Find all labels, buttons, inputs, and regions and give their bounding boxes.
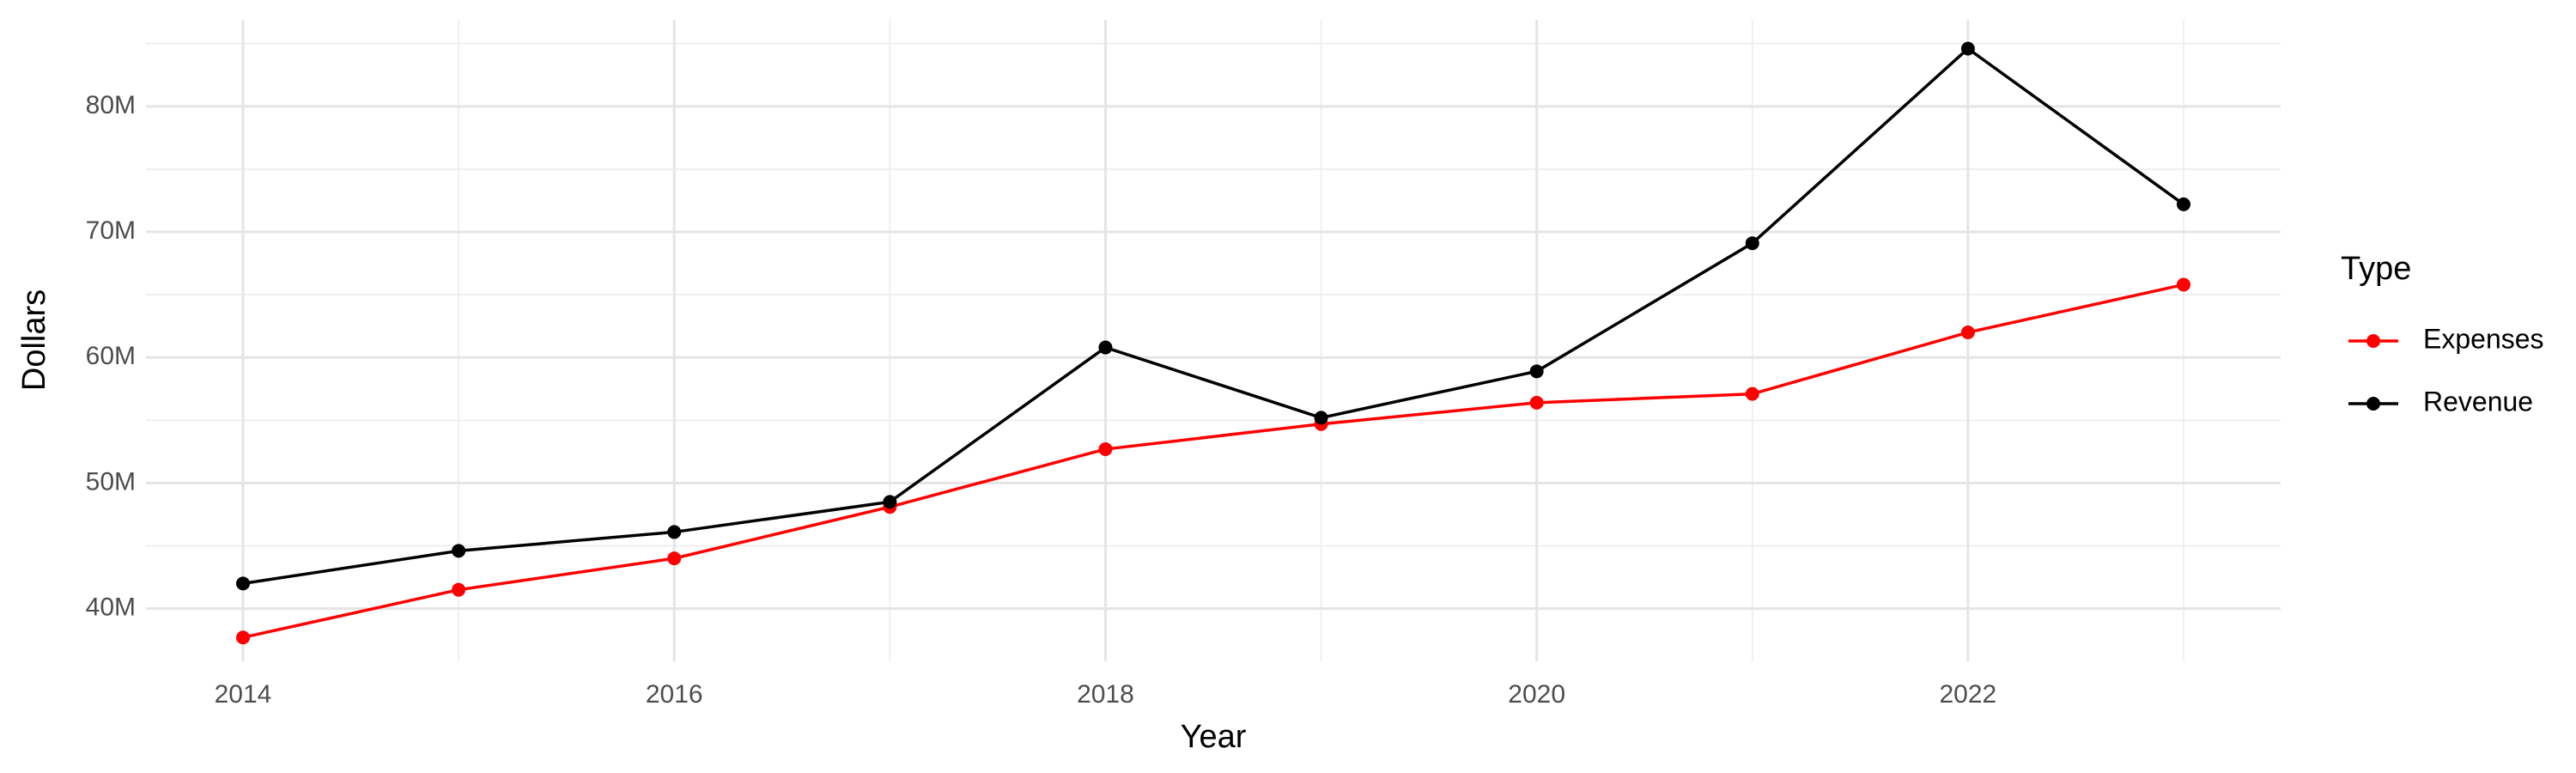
data-point [1745, 386, 1759, 401]
data-point [883, 495, 897, 509]
data-point [1529, 395, 1544, 410]
data-point [1098, 340, 1113, 355]
data-point [2177, 197, 2190, 211]
y-tick-label: 80M [86, 91, 136, 119]
data-point [1314, 411, 1328, 425]
data-point [452, 544, 466, 558]
y-tick-label: 70M [86, 216, 136, 245]
y-tick-label: 60M [86, 342, 136, 370]
data-point [2177, 277, 2190, 292]
x-tick-label: 2020 [1508, 680, 1565, 709]
y-axis-title: Dollars [16, 289, 52, 391]
data-point [452, 582, 466, 597]
x-tick-label: 2014 [215, 680, 272, 709]
legend-key-point [2366, 397, 2380, 411]
data-point [667, 551, 682, 566]
data-point [236, 630, 250, 645]
legend-label: Revenue [2423, 386, 2533, 417]
legend-title: Type [2341, 251, 2411, 287]
x-tick-label: 2016 [646, 680, 703, 709]
x-tick-label: 2018 [1077, 680, 1134, 709]
data-point [1960, 41, 1975, 56]
series-line [242, 46, 2185, 586]
y-tick-label: 40M [86, 593, 136, 622]
data-point [236, 576, 250, 591]
data-point [1098, 441, 1113, 456]
data-point [1960, 325, 1975, 339]
x-tick-label: 2022 [1940, 680, 1997, 709]
legend-label: Expenses [2423, 323, 2544, 354]
data-point [1745, 236, 1759, 251]
legend-key-point [2366, 334, 2380, 348]
y-tick-label: 50M [86, 467, 136, 496]
data-point [667, 525, 682, 539]
x-axis-title: Year [1181, 719, 1247, 755]
series-line [242, 283, 2184, 639]
data-point [1529, 364, 1544, 379]
